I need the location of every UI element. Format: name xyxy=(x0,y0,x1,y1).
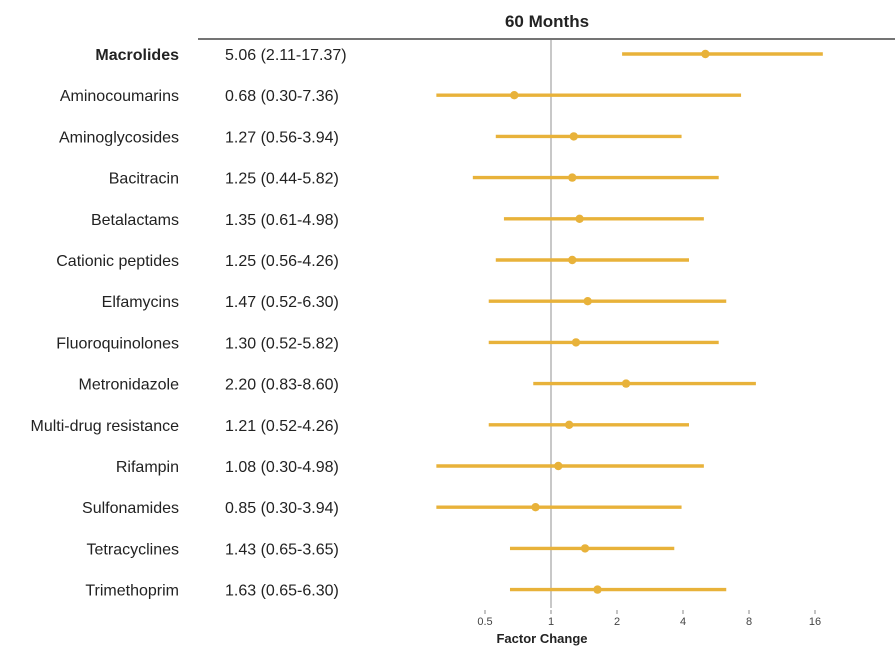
x-tick-label: 4 xyxy=(680,616,686,628)
x-tick-label: 8 xyxy=(746,616,752,628)
row-estimate-text: 1.43 (0.65-3.65) xyxy=(225,541,339,558)
row-estimate-text: 1.25 (0.56-4.26) xyxy=(225,253,339,270)
row-label: Aminoglycosides xyxy=(59,129,179,146)
point-estimate xyxy=(571,338,581,347)
row-label: Bacitracin xyxy=(109,171,179,188)
point-estimate xyxy=(510,91,519,100)
forest-row: Fluoroquinolones 1.30 (0.52-5.82) xyxy=(56,335,719,352)
x-axis-title: Factor Change xyxy=(496,631,587,646)
row-label: Metronidazole xyxy=(79,377,180,394)
row-label: Macrolides xyxy=(95,47,179,64)
row-estimate-text: 1.35 (0.61-4.98) xyxy=(225,212,339,229)
row-label: Fluoroquinolones xyxy=(56,335,179,352)
point-estimate xyxy=(531,503,540,512)
forest-row: Multi-drug resistance 1.21 (0.52-4.26) xyxy=(31,418,689,435)
x-tick-label: 1 xyxy=(548,616,554,628)
row-label: Sulfonamides xyxy=(82,500,179,517)
forest-row: Metronidazole 2.20 (0.83-8.60) xyxy=(79,377,756,394)
point-estimate xyxy=(580,544,590,553)
point-estimate xyxy=(554,461,563,471)
forest-row: Macrolides 5.06 (2.11-17.37) xyxy=(95,47,823,64)
row-label: Elfamycins xyxy=(102,294,179,311)
x-tick-label: 2 xyxy=(614,616,620,628)
forest-row: Aminoglycosides 1.27 (0.56-3.94) xyxy=(59,129,682,146)
point-estimate xyxy=(564,420,574,429)
forest-row: Betalactams 1.35 (0.61-4.98) xyxy=(91,212,704,229)
row-estimate-text: 2.20 (0.83-8.60) xyxy=(225,377,339,394)
row-estimate-text: 1.25 (0.44-5.82) xyxy=(225,171,339,188)
forest-row: Bacitracin 1.25 (0.44-5.82) xyxy=(109,171,719,188)
point-estimate xyxy=(583,297,592,306)
point-estimate xyxy=(621,379,631,388)
row-label: Trimethoprim xyxy=(85,583,179,600)
point-estimate xyxy=(575,214,584,223)
row-estimate-text: 1.08 (0.30-4.98) xyxy=(225,459,339,476)
forest-row: Trimethoprim 1.63 (0.65-6.30) xyxy=(85,583,727,600)
x-tick-label: 16 xyxy=(809,616,821,628)
point-estimate xyxy=(568,173,577,182)
point-estimate xyxy=(568,255,577,265)
row-label: Cationic peptides xyxy=(56,253,179,270)
row-label: Rifampin xyxy=(116,459,179,476)
row-estimate-text: 1.63 (0.65-6.30) xyxy=(225,583,339,600)
row-estimate-text: 5.06 (2.11-17.37) xyxy=(225,47,347,64)
forest-row: Sulfonamides 0.85 (0.30-3.94) xyxy=(82,500,682,517)
chart-title: 60 Months xyxy=(505,12,589,31)
row-estimate-text: 1.21 (0.52-4.26) xyxy=(225,418,339,435)
forest-row: Cationic peptides 1.25 (0.56-4.26) xyxy=(56,253,689,270)
point-estimate xyxy=(701,49,710,59)
point-estimate xyxy=(569,132,578,141)
forest-row: Elfamycins 1.47 (0.52-6.30) xyxy=(102,294,727,311)
row-estimate-text: 0.68 (0.30-7.36) xyxy=(225,88,339,105)
row-estimate-text: 0.85 (0.30-3.94) xyxy=(225,500,339,517)
row-label: Aminocoumarins xyxy=(60,88,179,105)
row-estimate-text: 1.47 (0.52-6.30) xyxy=(225,294,339,311)
forest-row: Tetracyclines 1.43 (0.65-3.65) xyxy=(87,541,675,558)
x-axis: 0.5 1 2 4 8 16 xyxy=(477,610,821,628)
x-tick-label: 0.5 xyxy=(477,616,492,628)
row-label: Tetracyclines xyxy=(87,541,179,558)
rows-layer: Macrolides 5.06 (2.11-17.37) Aminocoumarin… xyxy=(31,47,823,600)
row-estimate-text: 1.30 (0.52-5.82) xyxy=(225,335,339,352)
row-estimate-text: 1.27 (0.56-3.94) xyxy=(225,129,339,146)
row-label: Betalactams xyxy=(91,212,179,229)
forest-row: Rifampin 1.08 (0.30-4.98) xyxy=(116,459,704,476)
point-estimate xyxy=(593,585,602,594)
row-label: Multi-drug resistance xyxy=(31,418,180,435)
forest-row: Aminocoumarins 0.68 (0.30-7.36) xyxy=(60,88,742,105)
